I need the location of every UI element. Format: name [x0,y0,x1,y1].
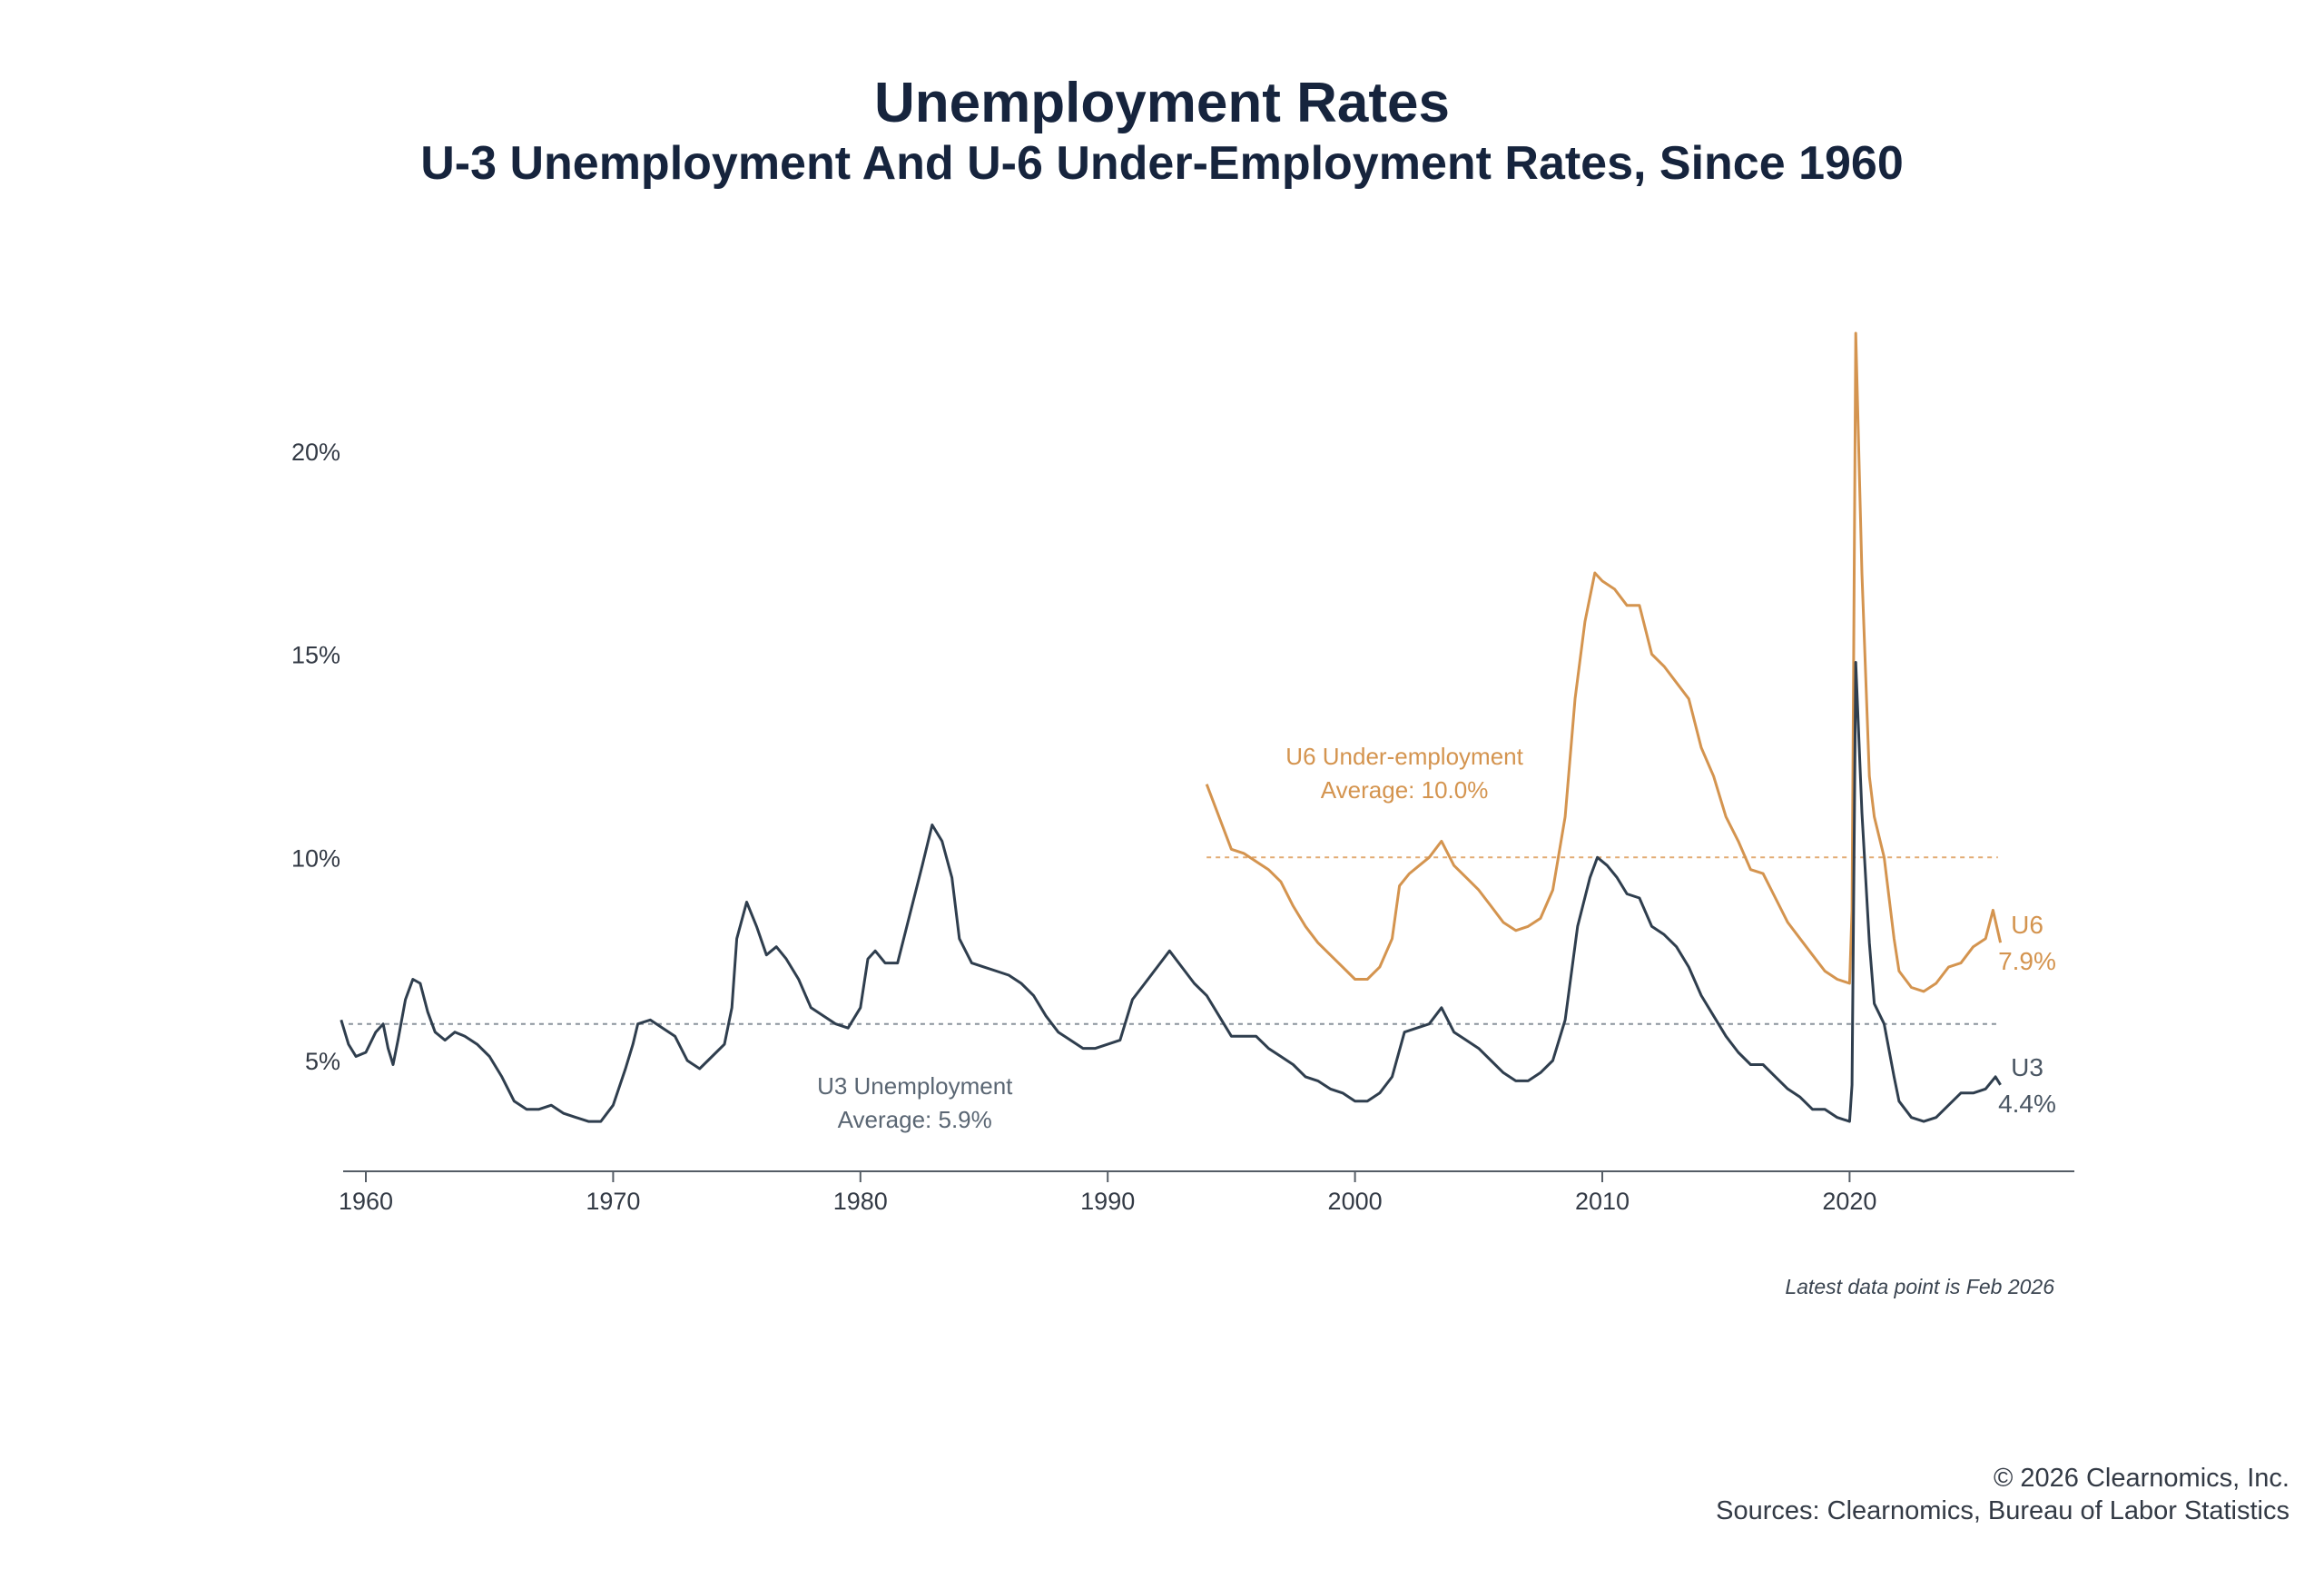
latest-data-note: Latest data point is Feb 2026 [1785,1275,2054,1298]
x-tick-label: 1980 [833,1188,888,1215]
x-tick-label: 2020 [1822,1188,1876,1215]
u6-average-label: U6 Under-employment [1285,743,1523,770]
y-tick-label: 5% [305,1048,340,1075]
u3-series-line [340,661,2002,1123]
y-tick-label: 15% [291,642,340,669]
u3-end-value: 4.4% [1998,1090,2056,1118]
u6-average-value: Average: 10.0% [1321,776,1489,804]
x-tick-label: 1970 [586,1188,640,1215]
u3-average-value: Average: 5.9% [838,1106,992,1133]
y-tick-label: 10% [291,844,340,872]
x-tick-label: 1960 [339,1188,393,1215]
x-tick-label: 2010 [1575,1188,1630,1215]
sources: Sources: Clearnomics, Bureau of Labor St… [1716,1496,2290,1525]
y-tick-label: 20% [291,439,340,466]
u3-end-label: U3 [2011,1053,2043,1081]
u6-end-value: 7.9% [1998,947,2056,975]
u6-series-line [1205,331,2003,993]
x-axis: 1960 1970 1980 1990 2000 2010 2020 [339,1171,1876,1215]
x-tick-label: 2000 [1328,1188,1383,1215]
chart-title: Unemployment Rates [874,72,1450,134]
x-tick-label: 1990 [1080,1188,1135,1215]
y-axis: 5% 10% 15% 20% [291,439,340,1075]
u3-average-label: U3 Unemployment [817,1072,1013,1100]
copyright: © 2026 Clearnomics, Inc. [1993,1464,2290,1493]
u6-end-label: U6 [2011,911,2043,939]
chart-subtitle: U-3 Unemployment And U-6 Under-Employmen… [420,137,1904,190]
